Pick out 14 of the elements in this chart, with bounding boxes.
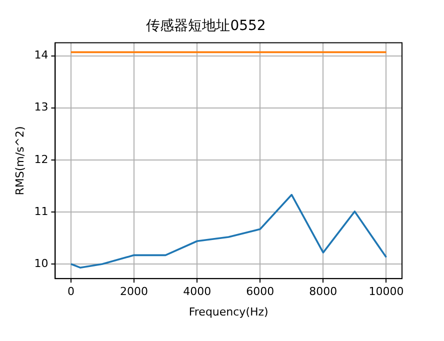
chart-title: 传感器短地址0552 — [146, 18, 266, 34]
y-tick-label: 12 — [34, 152, 48, 166]
x-tick-label: 6000 — [246, 285, 274, 298]
x-axis-title: Frequency(Hz) — [188, 305, 268, 318]
y-tick-label: 11 — [34, 204, 48, 218]
y-axis-title: RMS(m/s^2) — [13, 126, 26, 196]
x-tick-label: 4000 — [183, 285, 212, 298]
x-tick-label: 8000 — [309, 285, 338, 298]
x-tick-label: 2000 — [120, 285, 148, 298]
y-tick-label: 13 — [34, 100, 48, 114]
y-tick-label: 14 — [34, 48, 48, 62]
x-tick-label: 10000 — [368, 285, 404, 298]
x-tick-label: 0 — [67, 285, 74, 298]
y-tick-label: 10 — [34, 256, 48, 270]
